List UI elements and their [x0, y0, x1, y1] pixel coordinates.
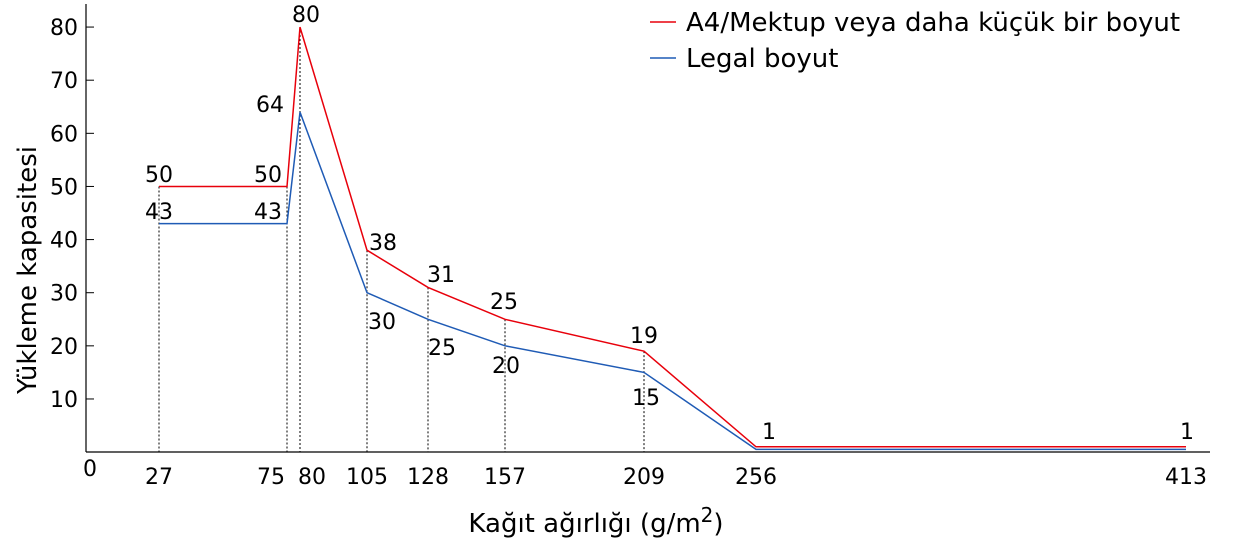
data-labels: 50 50 80 38 31 25 19 1 1 43 43 64 30 25 20 15 — [145, 3, 1194, 445]
data-label-a4: 25 — [490, 290, 518, 315]
y-tick-label: 70 — [50, 69, 78, 94]
y-tick-label: 30 — [50, 282, 78, 307]
x-tick-label: 105 — [346, 465, 388, 490]
x-tick-label: 209 — [623, 465, 665, 490]
series-line-a4 — [159, 26, 1186, 448]
series-line-legal — [159, 111, 1186, 451]
x-tick-label: 413 — [1165, 465, 1207, 490]
x-tick-label: 128 — [407, 465, 449, 490]
x-tick-label: 256 — [735, 465, 777, 490]
data-label-a4: 1 — [762, 420, 776, 445]
series-lines — [159, 26, 1186, 451]
data-label-legal: 30 — [368, 310, 396, 335]
data-label-legal: 25 — [428, 336, 456, 361]
y-tick-label: 40 — [50, 229, 78, 254]
x-tick-label: 27 — [145, 465, 173, 490]
x-ticks: 0 27 75 80 105 128 157 209 256 413 — [83, 457, 1207, 490]
data-label-a4: 31 — [427, 263, 455, 288]
y-tick-label: 60 — [50, 122, 78, 147]
drop-lines — [158, 27, 645, 452]
data-label-a4: 50 — [145, 163, 173, 188]
data-label-a4: 19 — [630, 324, 658, 349]
x-tick-label: 80 — [298, 465, 326, 490]
x-tick-label: 75 — [257, 465, 285, 490]
y-tick-label: 20 — [50, 335, 78, 360]
x-tick-label: 157 — [484, 465, 526, 490]
x-axis-label: Kağıt ağırlığı (g/m2) — [468, 503, 723, 539]
legend-label: Legal boyut — [686, 44, 838, 74]
data-label-legal: 20 — [492, 354, 520, 379]
data-label-legal: 43 — [145, 200, 173, 225]
data-label-legal: 64 — [256, 93, 284, 118]
data-label-legal: 43 — [254, 200, 282, 225]
legend: A4/Mektup veya daha küçük bir boyut Legal… — [650, 8, 1180, 74]
y-axis-label: Yükleme kapasitesi — [13, 146, 43, 395]
y-tick-label: 50 — [50, 175, 78, 200]
axes — [85, 4, 1210, 453]
data-label-a4: 50 — [254, 163, 282, 188]
data-label-legal: 15 — [632, 386, 660, 411]
legend-label: A4/Mektup veya daha küçük bir boyut — [686, 8, 1180, 38]
data-label-a4: 1 — [1180, 420, 1194, 445]
data-label-a4: 38 — [369, 231, 397, 256]
y-tick-label: 10 — [50, 388, 78, 413]
data-label-a4: 80 — [292, 3, 320, 28]
y-tick-label: 80 — [50, 16, 78, 41]
y-ticks: 10 20 30 40 50 60 70 80 — [50, 16, 94, 413]
x-origin-label: 0 — [83, 457, 97, 482]
